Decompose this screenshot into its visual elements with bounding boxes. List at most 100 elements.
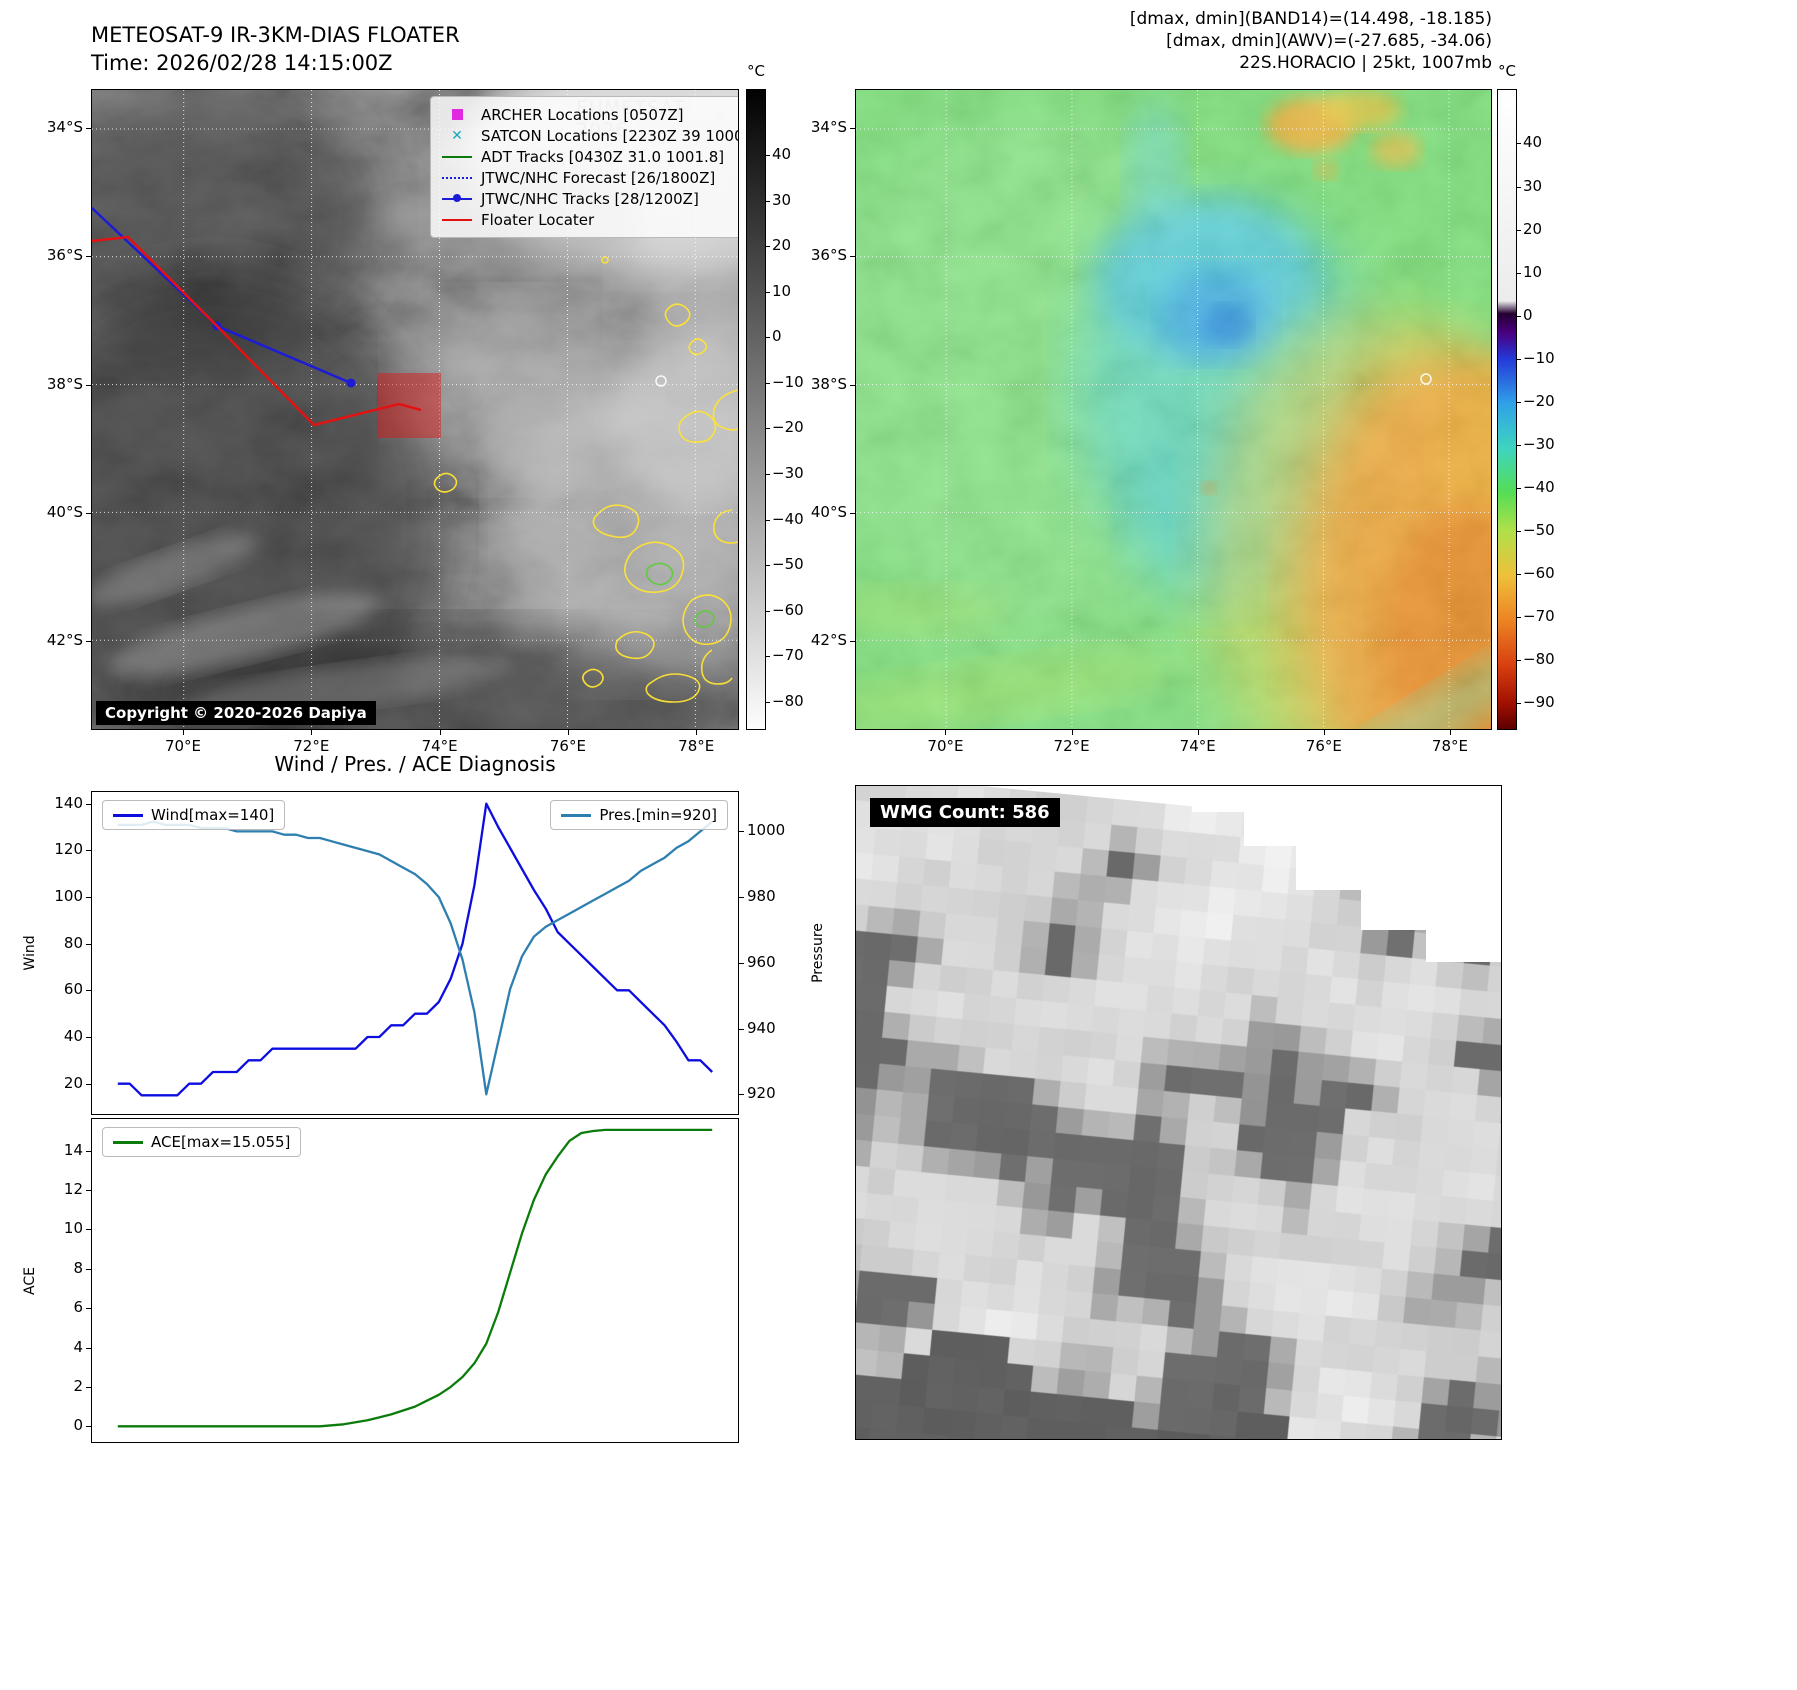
tick-mark (311, 730, 313, 735)
pressure-line-swatch (561, 813, 592, 817)
ACE[max=15.055]-line (117, 1128, 713, 1428)
Pres.[min=920]-line (117, 820, 713, 1096)
pressure-legend-label: Pres.[min=920] (599, 806, 717, 824)
chart-y-tick-label: 1000 (747, 821, 786, 840)
tick-mark (86, 1386, 91, 1388)
tick-mark (766, 428, 770, 430)
legend-item-label: JTWC/NHC Tracks [28/1200Z] (481, 189, 699, 208)
colorbar-tick-label: 20 (772, 236, 792, 255)
tick-mark (739, 1028, 744, 1030)
tick-mark (766, 473, 770, 475)
tick-mark (1517, 143, 1521, 145)
tick-mark (766, 565, 770, 567)
colorbar-tick-label: −60 (1523, 563, 1555, 582)
geo-y-tick-label: 36°S (46, 246, 83, 265)
colorbar-tick-label: −90 (1523, 693, 1555, 712)
pressure-axis-label: Pressure (810, 923, 826, 983)
tick-mark (1517, 315, 1521, 317)
copyright-label: Copyright © 2020-2026 Dapiya (96, 701, 376, 725)
legend-item: ARCHER Locations [0507Z] (441, 104, 738, 125)
geo-y-tick-label: 34°S (46, 118, 83, 137)
tick-mark (766, 246, 770, 248)
floater-track-line (92, 235, 422, 427)
geo-x-tick-label: 72°E (1053, 737, 1090, 755)
colorbar-tick-label: −60 (772, 600, 804, 619)
gridlines (856, 90, 1491, 729)
tick-mark (86, 1347, 91, 1349)
line-dot-marker-icon (441, 194, 473, 202)
tick-mark (1517, 229, 1521, 231)
colorbar-tick-label: 10 (1523, 262, 1543, 281)
tick-mark (86, 640, 91, 642)
colorbar-tick-label: −70 (772, 646, 804, 665)
tick-mark (439, 730, 441, 735)
tick-mark (739, 1094, 744, 1096)
colorbar-tick-label: −30 (1523, 434, 1555, 453)
tick-mark (766, 382, 770, 384)
tick-mark (86, 1150, 91, 1152)
dotted-marker-icon (441, 176, 473, 179)
colorbar-tick-label: −80 (772, 691, 804, 710)
tick-mark (766, 155, 770, 157)
wmg-count-label: WMG Count: 586 (870, 798, 1060, 827)
tick-mark (850, 640, 855, 642)
legend-item-label: JTWC/NHC Forecast [26/1800Z] (481, 168, 716, 187)
chart-y-tick-label: 940 (747, 1018, 776, 1037)
legend-item: ADT Tracks [0430Z 31.0 1001.8] (441, 146, 738, 167)
wmg-microwave-panel: WMG Count: 586 (855, 785, 1502, 1440)
Wind[max=140]-line (117, 802, 714, 1097)
legend-item-label: SATCON Locations [2230Z 39 1000] (481, 126, 739, 145)
colorbar-tick-label: −40 (772, 509, 804, 528)
chart-y-tick-label: 140 (54, 793, 83, 812)
colorbar-tick-label: −10 (1523, 348, 1555, 367)
chart-y-tick-label: 12 (63, 1180, 83, 1199)
colorbar-tick-label: −70 (1523, 606, 1555, 625)
ace-chart: ACE[max=15.055] (91, 1118, 739, 1443)
tick-mark (739, 962, 744, 964)
wind-line-swatch (113, 813, 143, 817)
geo-y-tick-label: 38°S (810, 374, 847, 393)
chart-y-tick-label: 80 (63, 933, 83, 952)
tick-mark (86, 384, 91, 386)
tick-mark (1517, 401, 1521, 403)
awv-title-line-2: [dmax, dmin](AWV)=(-27.685, -34.06) (1166, 31, 1492, 51)
colorbar-tick-label: 40 (1523, 133, 1543, 152)
chart-y-tick-label: 4 (73, 1337, 83, 1356)
x-marker-icon: ✕ (451, 127, 463, 144)
tick-mark (567, 730, 569, 735)
colorbar-tick-label: −40 (1523, 477, 1555, 496)
ir-colorbar (746, 89, 766, 730)
tick-mark (86, 990, 91, 992)
inner-cold-contours (645, 562, 715, 629)
geo-y-tick-label: 42°S (810, 630, 847, 649)
tick-mark (766, 701, 770, 703)
chart-y-tick-label: 14 (63, 1140, 83, 1159)
chart-y-tick-label: 100 (54, 887, 83, 905)
wind-pressure-plot (117, 802, 714, 1097)
awv-colorbar-unit: °C (1498, 62, 1516, 80)
tick-mark (1517, 358, 1521, 360)
chart-y-tick-label: 40 (63, 1027, 83, 1045)
awv-satellite-image (856, 90, 1491, 729)
chart-y-tick-label: 2 (73, 1376, 83, 1395)
geo-x-tick-label: 76°E (1305, 737, 1342, 755)
colorbar-tick-label: −10 (772, 372, 804, 391)
awv-colorbar (1497, 89, 1517, 730)
geo-y-tick-label: 40°S (810, 502, 847, 521)
colorbar-tick-label: −50 (772, 555, 804, 574)
colorbar-tick-label: 40 (772, 145, 792, 164)
colorbar-tick-label: 0 (1523, 305, 1533, 324)
geo-x-tick-label: 70°E (164, 737, 202, 755)
tick-mark (86, 256, 91, 258)
legend-item-label: ADT Tracks [0430Z 31.0 1001.8] (481, 147, 725, 166)
ir-colorbar-unit: °C (747, 62, 765, 80)
chart-y-tick-label: 8 (73, 1258, 83, 1277)
diagnosis-title: Wind / Pres. / ACE Diagnosis (274, 752, 556, 776)
tick-mark (1517, 487, 1521, 489)
tick-mark (86, 803, 91, 805)
awv-title-line-1: [dmax, dmin](BAND14)=(14.498, -18.185) (1129, 9, 1492, 29)
legend-item: JTWC/NHC Forecast [26/1800Z] (441, 167, 738, 188)
chart-y-tick-label: 20 (63, 1073, 83, 1092)
geo-y-tick-label: 36°S (810, 246, 847, 265)
tick-mark (1517, 616, 1521, 618)
